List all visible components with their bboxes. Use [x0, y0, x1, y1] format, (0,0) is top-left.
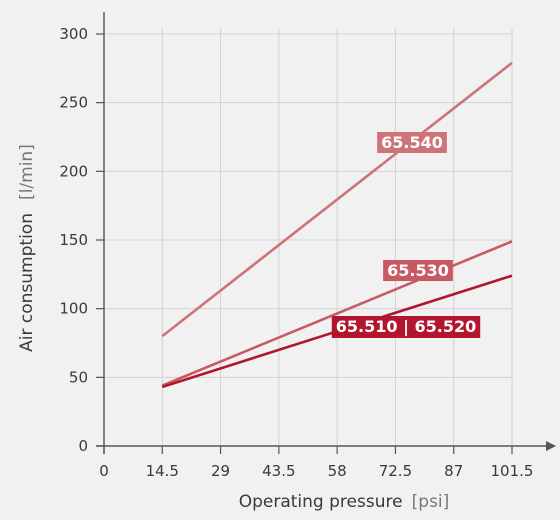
series-labels: 65.540 65.530 65.510 | 65.520 — [331, 132, 481, 338]
y-tick-label: 200 — [59, 162, 88, 180]
y-tick-label: 50 — [69, 368, 88, 386]
y-tick-label: 250 — [59, 94, 88, 112]
x-tick-labels: 0 14.5 29 43.5 58 72.5 87 101.5 — [99, 462, 533, 480]
x-tick-label: 58 — [328, 462, 347, 480]
axes — [96, 12, 556, 454]
x-axis-title-unit: [psi] — [412, 492, 450, 512]
series-label: 65.540 — [377, 132, 447, 153]
y-axis-title: Air consumption [l/min] — [17, 144, 37, 352]
x-tick-label: 43.5 — [262, 462, 295, 480]
x-axis-title: Operating pressure [psi] — [239, 492, 450, 512]
x-tick-label: 14.5 — [146, 462, 179, 480]
x-tick-label: 87 — [444, 462, 463, 480]
grid — [104, 28, 513, 446]
x-tick-label: 101.5 — [491, 462, 534, 480]
series-label-text: 65.510 | 65.520 — [336, 317, 476, 337]
series-line — [161, 61, 513, 338]
x-axis-arrow — [546, 441, 556, 451]
series-label: 65.530 — [383, 260, 453, 281]
series-label-text: 65.540 — [381, 133, 443, 152]
x-axis-title-text: Operating pressure — [239, 492, 403, 512]
series-label-background — [331, 316, 481, 338]
y-tick-label: 100 — [59, 300, 88, 318]
x-tick-label: 29 — [211, 462, 230, 480]
y-tick-labels: 0 50 100 150 200 250 300 — [59, 25, 88, 455]
series-line — [161, 240, 513, 387]
y-axis-title-unit: [l/min] — [17, 144, 37, 200]
series-label-background — [383, 260, 453, 281]
y-tick-label: 150 — [59, 231, 88, 249]
y-tick-label: 0 — [78, 437, 88, 455]
series-label-text: 65.530 — [387, 261, 449, 280]
x-tick-label: 72.5 — [379, 462, 412, 480]
x-tick-label: 0 — [99, 462, 109, 480]
y-tick-label: 300 — [59, 25, 88, 43]
series-label: 65.510 | 65.520 — [331, 316, 481, 338]
series-label-background — [377, 132, 447, 153]
y-axis-title-text: Air consumption — [17, 213, 37, 352]
